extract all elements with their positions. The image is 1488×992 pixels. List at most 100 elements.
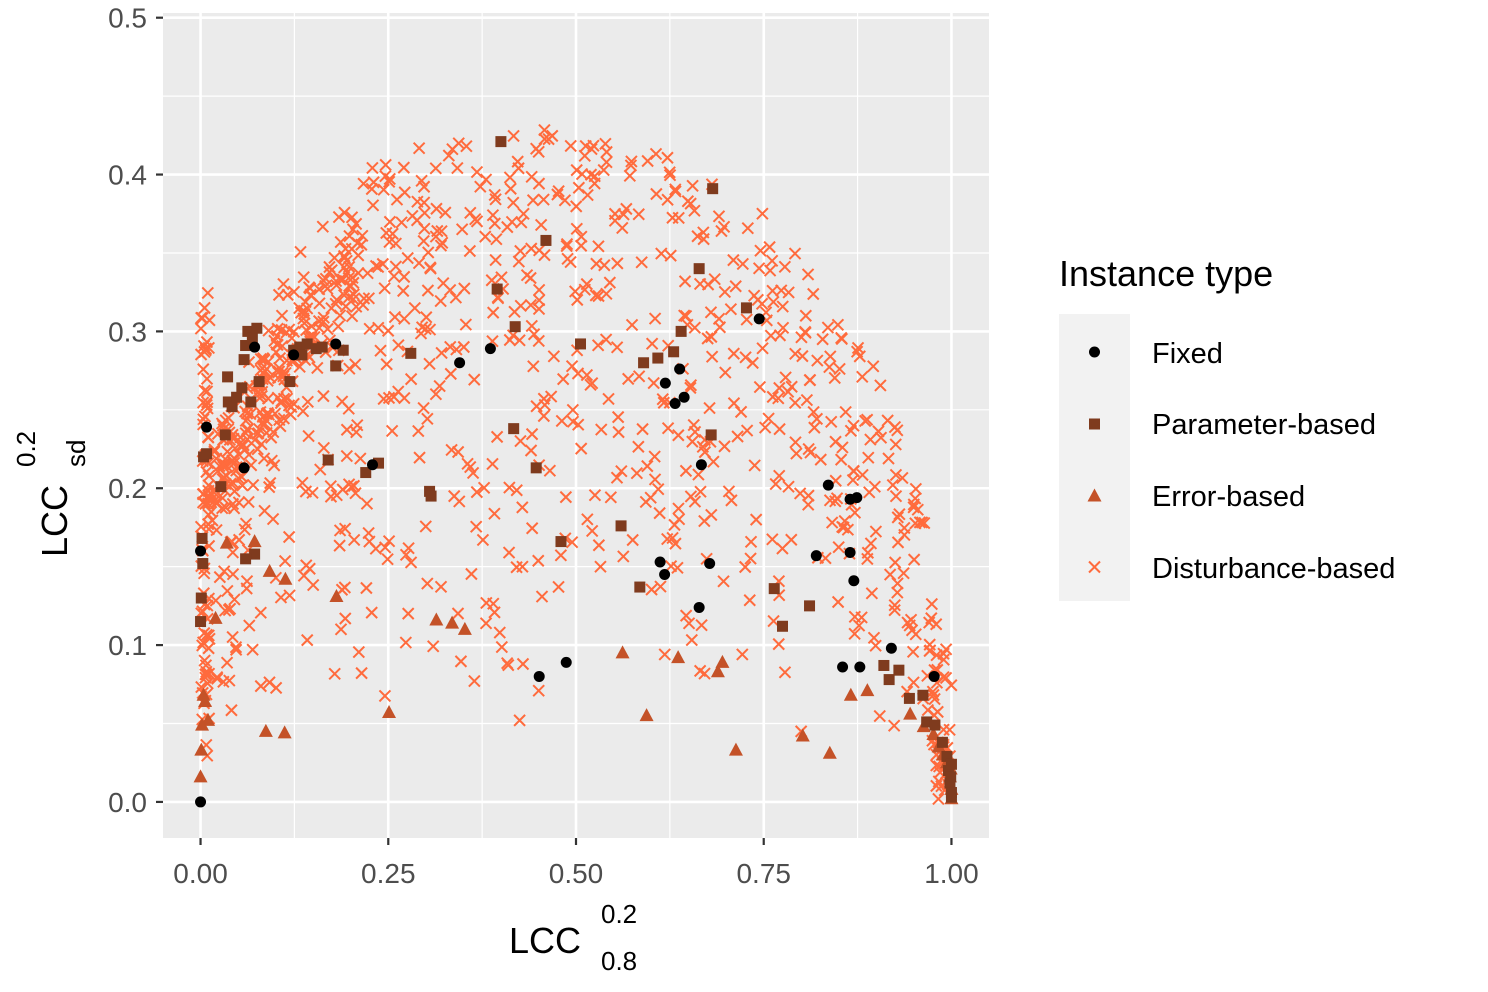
data-point-circle [330, 338, 342, 350]
data-point-cross [382, 391, 396, 405]
legend-key-cross [1088, 560, 1101, 574]
data-point-cross [635, 256, 648, 269]
data-point-cross [313, 297, 326, 310]
data-point-cross [229, 641, 243, 654]
data-point-cross [873, 709, 886, 723]
legend-key-triangle [1087, 488, 1102, 502]
data-point-cross [486, 457, 499, 471]
data-point-cross [754, 244, 767, 257]
data-point-cross [513, 334, 526, 347]
data-point-cross [744, 552, 757, 565]
data-point-triangle [201, 712, 216, 726]
data-point-cross [225, 704, 238, 717]
x-axis-title: LCC [509, 920, 581, 961]
data-point-cross [713, 321, 727, 334]
data-point-cross [724, 302, 738, 316]
data-point-cross [779, 371, 792, 384]
data-point-cross [622, 372, 635, 386]
data-point-cross [463, 244, 477, 258]
data-point-cross [241, 412, 254, 426]
data-point-cross [763, 264, 777, 277]
data-point-cross [469, 520, 483, 533]
data-point-cross [669, 537, 682, 550]
data-point-cross [636, 422, 649, 436]
data-point-cross [221, 584, 234, 598]
data-point-cross [874, 431, 888, 444]
data-point-cross [811, 354, 824, 367]
legend-label-error-based: Error-based [1152, 481, 1305, 513]
data-point-cross [532, 334, 545, 348]
data-point-cross [906, 645, 920, 659]
data-point-cross [383, 215, 397, 229]
data-point-square [240, 340, 252, 352]
data-point-cross [888, 598, 901, 612]
data-point-circle [288, 349, 300, 361]
y-axis-title-subscript: sd [61, 440, 91, 467]
data-point-cross [909, 482, 923, 496]
data-point-circle [704, 558, 716, 570]
data-point-cross [799, 309, 813, 322]
data-point-cross [672, 502, 685, 515]
data-point-cross [282, 530, 296, 544]
data-point-cross [834, 453, 848, 466]
data-point-cross [350, 426, 363, 439]
data-point-cross [600, 287, 613, 300]
data-point-cross [490, 430, 504, 444]
data-point-cross [672, 211, 685, 225]
data-point-circle [848, 575, 860, 587]
data-point-cross [734, 405, 748, 419]
data-point-square [219, 429, 231, 441]
data-point-cross [379, 158, 392, 172]
data-point-square [555, 536, 567, 548]
data-point-cross [570, 222, 584, 236]
data-point-circle [201, 421, 213, 433]
data-point-cross [833, 362, 846, 376]
data-point-cross [479, 230, 492, 243]
data-point-cross [503, 481, 516, 494]
data-point-cross [194, 520, 208, 534]
data-point-cross [896, 471, 909, 485]
data-point-cross [385, 424, 399, 438]
data-point-cross [765, 254, 779, 267]
data-point-cross [449, 291, 463, 304]
data-point-cross [625, 318, 639, 332]
data-point-cross [807, 405, 820, 419]
data-point-triangle [258, 723, 273, 737]
data-point-cross [342, 260, 356, 274]
legend-key-square [1089, 418, 1100, 430]
data-point-cross [325, 302, 338, 315]
data-point-cross [725, 494, 738, 507]
data-point-square [245, 396, 257, 408]
data-point-circle [885, 642, 897, 654]
data-point-cross [377, 183, 390, 196]
data-point-cross [397, 161, 411, 174]
data-point-cross [389, 237, 403, 250]
data-point-cross [686, 179, 699, 192]
data-point-cross [772, 637, 785, 651]
data-point-cross [246, 478, 260, 492]
data-point-circle [693, 601, 705, 613]
data-point-cross [220, 656, 234, 669]
data-point-cross [246, 643, 259, 656]
data-point-cross [831, 318, 845, 332]
data-point-cross [595, 423, 608, 436]
data-point-cross [243, 619, 256, 632]
data-point-cross [218, 604, 232, 617]
data-point-cross [672, 512, 686, 526]
data-point-square [768, 583, 780, 595]
data-point-cross [684, 381, 697, 395]
data-point-cross [927, 688, 940, 702]
data-point-cross [202, 469, 216, 483]
data-point-cross [199, 671, 212, 684]
data-point-cross [328, 251, 341, 265]
data-point-cross [337, 288, 351, 302]
data-point-cross [365, 606, 378, 619]
data-point-square [201, 448, 213, 460]
data-point-cross [339, 612, 352, 625]
data-point-cross [429, 162, 442, 175]
data-point-cross [584, 168, 598, 181]
data-point-square [296, 349, 308, 361]
data-point-circle [695, 459, 707, 471]
data-point-square [197, 558, 209, 570]
data-point-cross [684, 490, 698, 503]
